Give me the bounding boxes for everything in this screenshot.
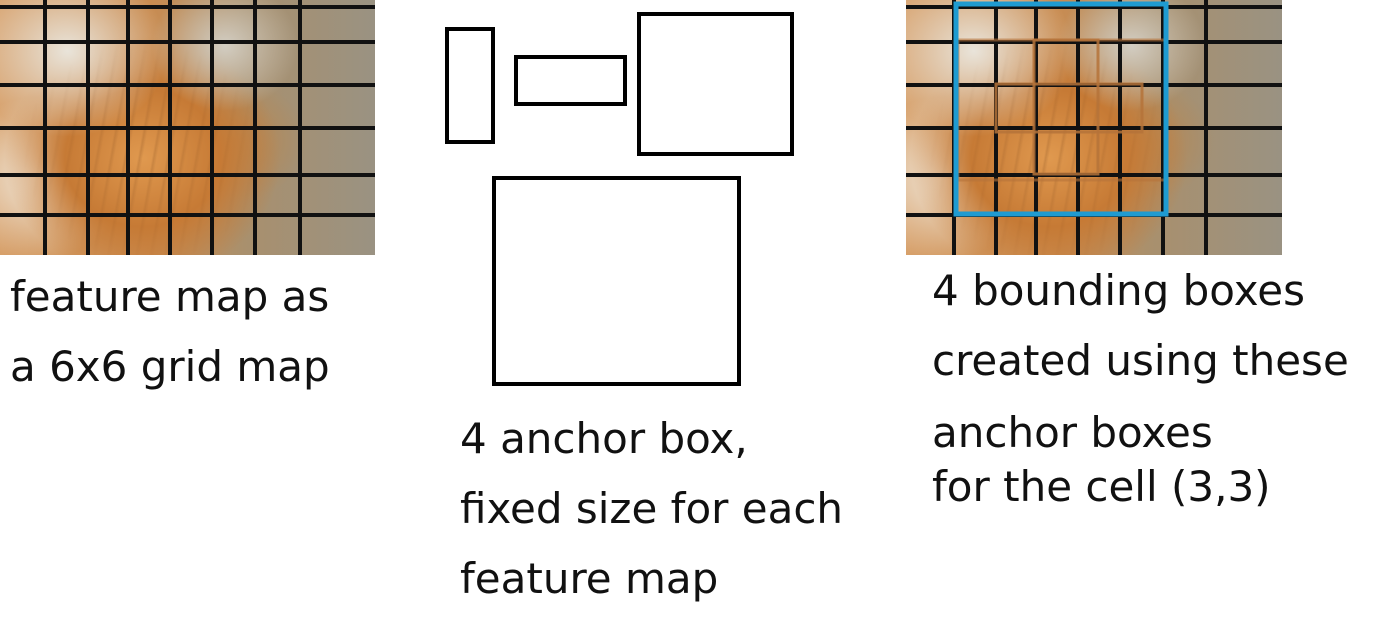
- anchor-box-wide: [516, 57, 625, 104]
- anchor-boxes-caption-line-2: fixed size for each: [460, 474, 843, 544]
- anchor-boxes-caption-line-1: 4 anchor box,: [460, 404, 843, 474]
- anchor-box-large: [494, 178, 739, 384]
- anchor-box-medium-square: [639, 14, 792, 154]
- bounding-boxes-overlay: [906, 0, 1282, 255]
- bounding-boxes-caption-line-4: for the cell (3,3): [932, 452, 1349, 522]
- feature-map-image: [0, 0, 375, 255]
- bounding-boxes-image: [906, 0, 1282, 255]
- bounding-boxes-caption-line-2: created using these: [932, 326, 1349, 396]
- bounding-box-inner-3: [958, 40, 1166, 180]
- feature-map-grid: [0, 0, 375, 255]
- anchor-boxes-caption: 4 anchor box, fixed size for each featur…: [460, 404, 843, 614]
- bounding-box-inner-1: [1034, 40, 1098, 174]
- anchor-boxes-diagram: [430, 0, 810, 395]
- bounding-boxes-caption: 4 bounding boxes created using these anc…: [932, 256, 1349, 522]
- feature-map-caption: feature map as a 6x6 grid map: [10, 262, 330, 402]
- bounding-box-highlight: [956, 4, 1166, 214]
- feature-map-caption-line-1: feature map as: [10, 262, 330, 332]
- anchor-boxes-caption-line-3: feature map: [460, 544, 843, 614]
- anchor-box-tall: [447, 29, 493, 142]
- bounding-boxes-caption-line-1: 4 bounding boxes: [932, 256, 1349, 326]
- feature-map-caption-line-2: a 6x6 grid map: [10, 332, 330, 402]
